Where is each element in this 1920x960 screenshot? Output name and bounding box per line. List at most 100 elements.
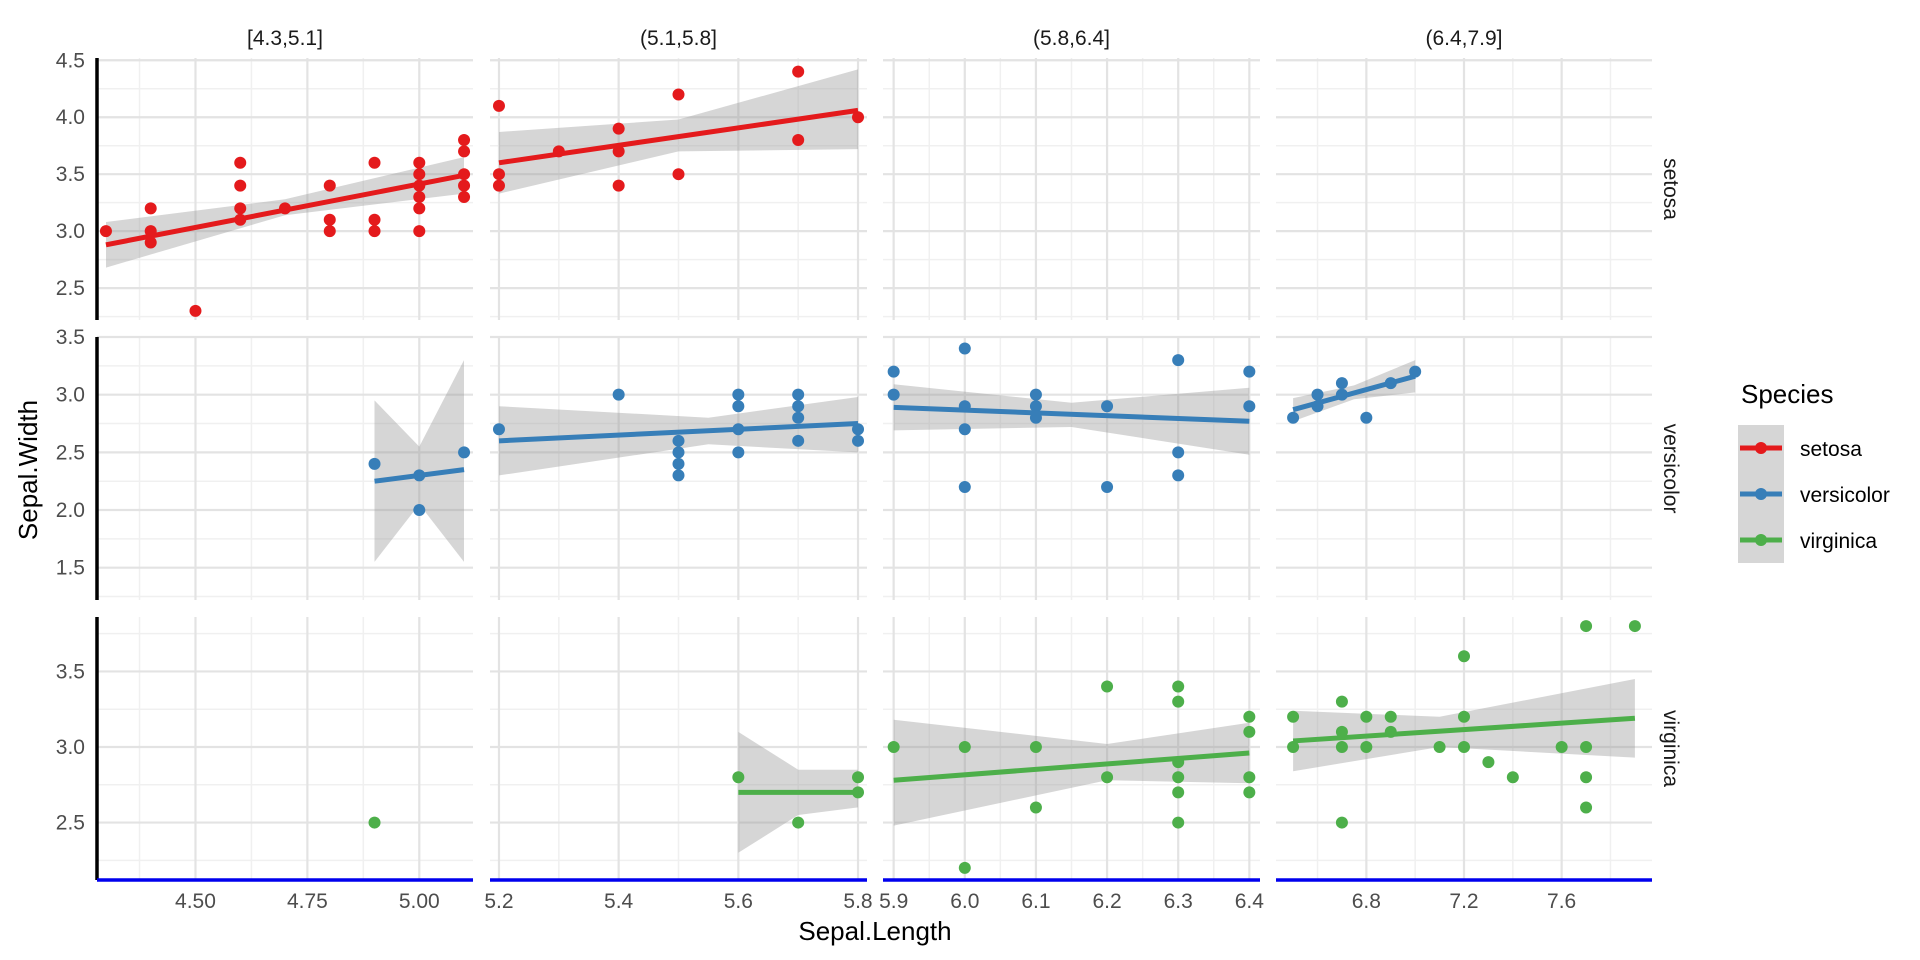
fit-line: [374, 467, 465, 484]
data-point: [234, 156, 247, 169]
data-point: [1243, 400, 1256, 413]
data-point: [368, 457, 381, 470]
data-point: [1335, 377, 1348, 390]
data-point: [612, 179, 625, 192]
x-tick-label: 5.00: [399, 890, 440, 913]
data-point: [1243, 365, 1256, 378]
data-point: [1243, 771, 1256, 784]
x-tick-label: 4.50: [175, 890, 216, 913]
legend-key-point: [1755, 488, 1767, 500]
data-point: [1360, 411, 1373, 424]
data-point: [1172, 469, 1185, 482]
data-point: [144, 236, 157, 249]
data-point: [1172, 786, 1185, 799]
legend-key-setosa: setosa: [1738, 425, 1862, 471]
x-tick-label: 6.2: [1092, 890, 1121, 913]
data-point: [852, 111, 865, 124]
data-point: [1172, 771, 1185, 784]
data-point: [672, 457, 685, 470]
data-point: [672, 88, 685, 101]
data-point: [368, 213, 381, 226]
data-point: [413, 225, 426, 238]
data-point: [958, 861, 971, 874]
data-point: [958, 342, 971, 355]
confidence-band: [499, 69, 858, 194]
x-tick-label: 6.3: [1164, 890, 1193, 913]
data-point: [1172, 695, 1185, 708]
panel-data-virginica-3: [1287, 620, 1641, 829]
data-point: [958, 423, 971, 436]
column-strip-label: (5.1,5.8]: [640, 27, 717, 50]
data-point: [958, 480, 971, 493]
data-point: [1243, 710, 1256, 723]
legend-title: Species: [1741, 379, 1834, 409]
x-tick-label: 4.75: [287, 890, 328, 913]
x-tick-label: 6.1: [1021, 890, 1050, 913]
data-point: [492, 99, 505, 112]
data-point: [413, 156, 426, 169]
data-point: [1335, 725, 1348, 738]
data-point: [458, 134, 471, 147]
data-point: [1506, 771, 1519, 784]
data-point: [144, 202, 157, 215]
data-point: [672, 434, 685, 447]
data-point: [887, 740, 900, 753]
y-tick-label: 3.5: [56, 163, 85, 186]
legend-key-virginica: virginica: [1738, 517, 1877, 563]
data-point: [1029, 400, 1042, 413]
data-point: [1101, 771, 1114, 784]
y-tick-label: 2.5: [56, 812, 85, 835]
data-point: [732, 446, 745, 459]
data-point: [792, 388, 805, 401]
data-point: [792, 65, 805, 78]
data-point: [1335, 816, 1348, 829]
panel-2-2: [883, 617, 1260, 880]
y-tick-label: 1.5: [56, 557, 85, 580]
data-point: [887, 388, 900, 401]
data-point: [1029, 740, 1042, 753]
fit-line: [105, 172, 465, 248]
data-point: [1029, 801, 1042, 814]
x-tick-label: 5.4: [604, 890, 634, 913]
data-point: [1101, 480, 1114, 493]
data-point: [1580, 801, 1593, 814]
data-point: [852, 771, 865, 784]
data-point: [1433, 740, 1446, 753]
data-point: [368, 816, 381, 829]
legend-key-point: [1755, 534, 1767, 546]
data-point: [234, 202, 247, 215]
data-point: [1172, 680, 1185, 693]
data-point: [958, 740, 971, 753]
legend: Species setosa versicolor virginica: [1738, 379, 1890, 563]
y-tick-label: 2.0: [56, 499, 85, 522]
data-point: [1580, 620, 1593, 633]
data-point: [1029, 388, 1042, 401]
data-point: [1172, 354, 1185, 367]
data-point: [1172, 446, 1185, 459]
confidence-band: [893, 384, 1250, 455]
y-tick-label: 3.0: [56, 220, 85, 243]
data-point: [99, 225, 112, 238]
data-point: [887, 365, 900, 378]
column-strip-label: (6.4,7.9]: [1425, 27, 1502, 50]
confidence-band: [893, 719, 1250, 826]
data-point: [413, 504, 426, 517]
data-point: [1458, 650, 1470, 663]
data-point: [1287, 710, 1300, 723]
data-point: [792, 816, 805, 829]
data-point: [792, 434, 805, 447]
x-tick-label: 6.4: [1235, 890, 1265, 913]
panel-data-setosa-1: [492, 65, 865, 194]
x-tick-label: 6.0: [950, 890, 979, 913]
data-point: [492, 168, 505, 181]
y-tick-label: 3.0: [56, 736, 85, 759]
panel-2-0: [97, 617, 473, 880]
panel-data-virginica-0: [368, 816, 381, 829]
x-tick-label: 5.8: [843, 890, 872, 913]
fit-line: [893, 404, 1250, 424]
x-tick-label: 5.9: [879, 890, 908, 913]
legend-key-versicolor: versicolor: [1738, 471, 1890, 517]
data-point: [1335, 740, 1348, 753]
